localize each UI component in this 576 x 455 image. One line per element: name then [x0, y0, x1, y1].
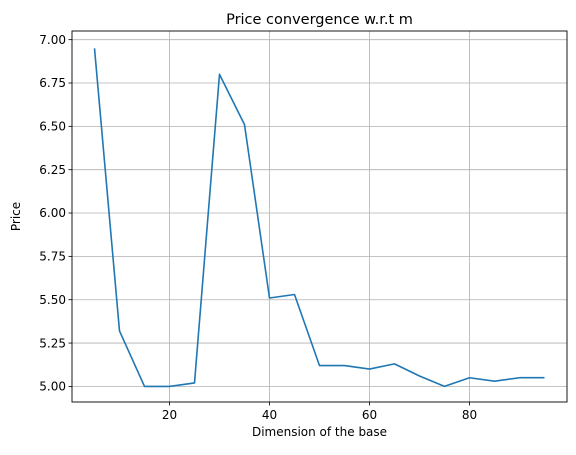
y-tick-label: 5.25: [39, 336, 66, 350]
y-tick-label: 5.75: [39, 250, 66, 264]
y-tick-label: 6.25: [39, 163, 66, 177]
series-layer: [93, 48, 545, 388]
plot-frame: [71, 30, 568, 403]
x-tick-label: 60: [362, 408, 377, 422]
x-tick-label: 20: [162, 408, 177, 422]
x-tick-label: 40: [262, 408, 277, 422]
y-axis-label: Price: [9, 202, 23, 231]
y-tick-label: 6.75: [39, 76, 66, 90]
y-axis-ticks: 5.00 5.25 5.50 5.75 6.00 6.25 6.50 6.75 7.00: [39, 33, 72, 394]
y-tick-label: 6.00: [39, 206, 66, 220]
chart-title: Price convergence w.r.t m: [226, 12, 413, 28]
y-tick-label: 7.00: [39, 33, 66, 47]
x-axis-label: Dimension of the base: [252, 425, 387, 439]
grid-lines: [72, 31, 567, 402]
y-tick-label: 5.50: [39, 293, 66, 307]
x-axis-ticks: 20 40 60 80: [162, 402, 477, 422]
y-tick-label: 5.00: [39, 380, 66, 394]
x-tick-label: 80: [462, 408, 477, 422]
y-tick-label: 6.50: [39, 120, 66, 134]
series-line: [93, 48, 545, 388]
